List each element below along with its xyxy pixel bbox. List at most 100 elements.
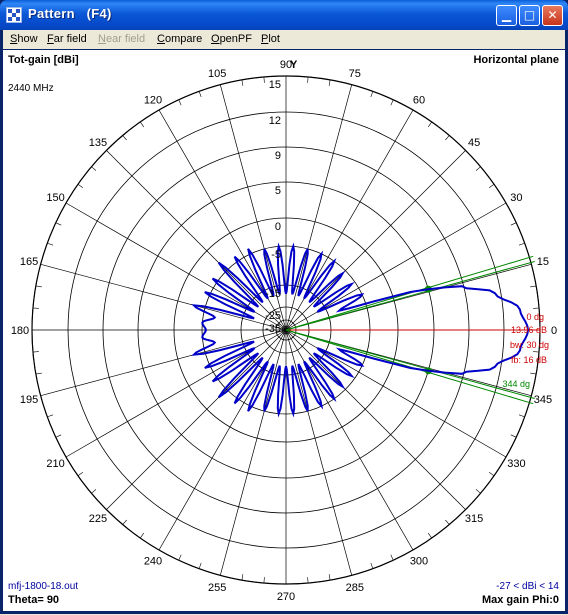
angle-label: 300 [410, 555, 428, 567]
minus3db-angle-label: 344 dg [502, 379, 530, 389]
grid-tick [533, 351, 540, 353]
max-gain-label: Max gain Phi:0 [481, 594, 559, 606]
grid-tick [307, 577, 309, 584]
menu-openpf[interactable]: OpenPF [211, 33, 252, 45]
grid-spoke [106, 329, 287, 510]
window-frame-bottom [0, 611, 568, 614]
ring-label: -5 [271, 249, 281, 261]
angle-label: 75 [349, 68, 361, 80]
ring-label: -35 [265, 323, 281, 335]
grid-tick [91, 489, 97, 494]
grid-tick [198, 562, 202, 569]
gain-label: Tot-gain [dBi] [8, 54, 79, 66]
menu-compare[interactable]: Compare [157, 33, 203, 45]
grid-tick [518, 414, 525, 418]
close-icon: ✕ [547, 8, 558, 22]
grid-tick [427, 121, 432, 128]
grid-tick [32, 351, 39, 353]
grid-spoke [40, 263, 287, 331]
grid-tick [370, 91, 374, 98]
menu-bar: Show Far field Near field Compare OpenPF… [3, 30, 565, 49]
grid-spoke [285, 329, 353, 576]
close-button[interactable]: ✕ [542, 5, 563, 26]
grid-tick [328, 574, 331, 581]
angle-label: 345 [534, 394, 552, 406]
angle-label: 60 [413, 95, 425, 107]
grid-tick [55, 222, 62, 226]
grid-tick [55, 434, 62, 438]
radiation-pattern [191, 242, 530, 418]
angle-label: 225 [89, 513, 107, 525]
ring-label: 0 [275, 221, 281, 233]
grid-tick [77, 471, 84, 476]
grid-tick [140, 532, 145, 539]
angle-label: 285 [346, 582, 364, 594]
angle-label: 180 [11, 325, 29, 337]
title-bar[interactable]: Pattern (F4) ▁ □ ✕ [0, 0, 568, 30]
theta-label: Theta= 90 [8, 594, 60, 606]
grid-spoke [40, 329, 287, 397]
ring-label: 5 [275, 185, 281, 197]
grid-tick [47, 242, 54, 246]
beamwidth-label: bw: 30 dg [510, 340, 549, 350]
front-back-label: fb: 16 dB [511, 355, 547, 365]
menu-show[interactable]: Show [10, 33, 38, 45]
angle-label: 210 [46, 458, 64, 470]
maximize-button[interactable]: □ [519, 5, 540, 26]
angle-label: 45 [468, 137, 480, 149]
range-label: -27 < dBi < 14 [496, 581, 559, 592]
grid-tick [445, 519, 450, 525]
grid-tick [328, 79, 331, 86]
grid-tick [390, 99, 394, 106]
grid-spoke [285, 84, 353, 331]
maximize-icon: □ [523, 8, 536, 22]
grid-tick [32, 307, 39, 309]
angle-label: 165 [20, 256, 38, 268]
grid-tick [35, 372, 42, 375]
grid-tick [518, 242, 525, 246]
menu-plot[interactable]: Plot [261, 33, 280, 45]
angle-label: 270 [277, 591, 295, 603]
peak-angle-label: 0 dg [526, 312, 544, 322]
ring-label: 9 [275, 150, 281, 162]
angle-label: 30 [510, 192, 522, 204]
grid-spoke [285, 329, 466, 510]
grid-tick [178, 99, 182, 106]
window-title: Pattern (F4) [28, 6, 112, 21]
plane-label: Horizontal plane [473, 54, 559, 66]
angle-label: 15 [537, 256, 549, 268]
grid-tick [178, 554, 182, 561]
angle-label: 150 [46, 192, 64, 204]
peak-gain-label: 13.96 dB [511, 325, 547, 335]
grid-tick [475, 166, 481, 171]
beamwidth-line [285, 329, 535, 399]
pattern-curve [191, 242, 530, 418]
angle-label: 105 [208, 68, 226, 80]
angle-label: 315 [465, 513, 483, 525]
menu-far-field[interactable]: Far field [47, 33, 87, 45]
angle-label: 330 [507, 458, 525, 470]
grid-tick [533, 307, 540, 309]
grid-tick [198, 91, 202, 98]
ring-label: 12 [269, 115, 281, 127]
grid-tick [475, 489, 481, 494]
grid-tick [530, 372, 537, 375]
grid-tick [35, 285, 42, 288]
ring-label: -25 [265, 310, 281, 322]
grid-spoke [219, 329, 287, 576]
y-axis-label: Y [290, 59, 298, 71]
grid-tick [122, 519, 127, 525]
minimize-button[interactable]: ▁ [496, 5, 517, 26]
menu-near-field: Near field [98, 33, 146, 45]
angle-label: 135 [89, 137, 107, 149]
grid-tick [241, 79, 244, 86]
grid-tick [510, 434, 517, 438]
polar-grid [31, 75, 541, 585]
file-name-label: mfj-1800-18.out [8, 581, 79, 592]
grid-spoke [285, 150, 466, 331]
angle-label: 240 [144, 555, 162, 567]
angle-labels: 0153045607590105120135150165180195210225… [11, 59, 557, 603]
grid-tick [370, 562, 374, 569]
